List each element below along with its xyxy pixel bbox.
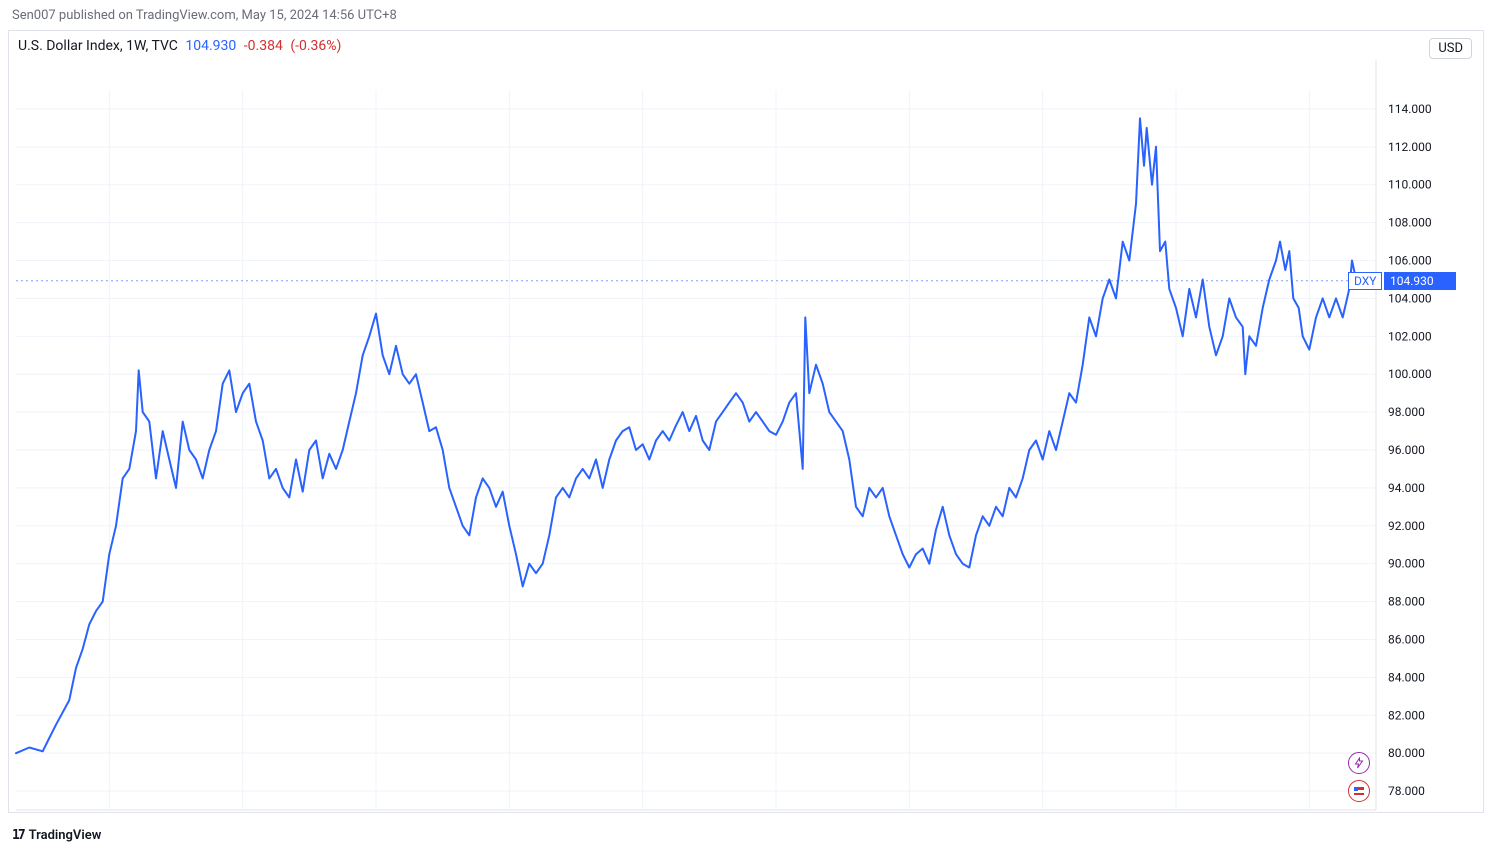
svg-text:112.000: 112.000 — [1388, 140, 1432, 154]
footer-text: TradingView — [29, 828, 102, 843]
publish-info: Sen007 published on TradingView.com, May… — [12, 8, 397, 23]
tradingview-logo: 17 TradingView — [12, 828, 101, 843]
tv-glyph-icon: 17 — [12, 828, 22, 843]
last-price-label: 104.930 — [1384, 272, 1456, 290]
svg-text:94.000: 94.000 — [1388, 481, 1425, 495]
svg-text:108.000: 108.000 — [1388, 216, 1432, 230]
chart-legend: U.S. Dollar Index, 1W, TVC 104.930 -0.38… — [18, 38, 341, 54]
price-chart[interactable]: 78.000 80.000 82.000 84.000 86.000 88.000 90.0… — [8, 30, 1484, 813]
svg-text:110.000: 110.000 — [1388, 178, 1432, 192]
bolt-icon[interactable] — [1348, 752, 1370, 774]
legend-quote: 104.930 — [185, 38, 236, 54]
svg-text:114.000: 114.000 — [1388, 102, 1432, 116]
svg-text:80.000: 80.000 — [1388, 746, 1425, 760]
svg-text:78.000: 78.000 — [1388, 784, 1425, 798]
legend-change-abs: -0.384 — [244, 38, 283, 54]
svg-text:88.000: 88.000 — [1388, 595, 1425, 609]
symbol-pill: DXY — [1348, 272, 1382, 290]
svg-text:106.000: 106.000 — [1388, 254, 1432, 268]
svg-text:92.000: 92.000 — [1388, 519, 1425, 533]
chart-corner-icons — [1348, 752, 1370, 808]
svg-text:90.000: 90.000 — [1388, 557, 1425, 571]
legend-change-pct: (-0.36%) — [290, 38, 341, 54]
svg-text:102.000: 102.000 — [1388, 329, 1432, 343]
flag-icon[interactable] — [1348, 780, 1370, 802]
svg-text:84.000: 84.000 — [1388, 670, 1425, 684]
svg-text:96.000: 96.000 — [1388, 443, 1425, 457]
legend-title: U.S. Dollar Index, 1W, TVC — [18, 38, 178, 54]
currency-badge[interactable]: USD — [1429, 38, 1472, 59]
svg-text:100.000: 100.000 — [1388, 367, 1432, 381]
svg-text:104.000: 104.000 — [1388, 291, 1432, 305]
svg-text:86.000: 86.000 — [1388, 632, 1425, 646]
svg-text:82.000: 82.000 — [1388, 708, 1425, 722]
svg-text:98.000: 98.000 — [1388, 405, 1425, 419]
